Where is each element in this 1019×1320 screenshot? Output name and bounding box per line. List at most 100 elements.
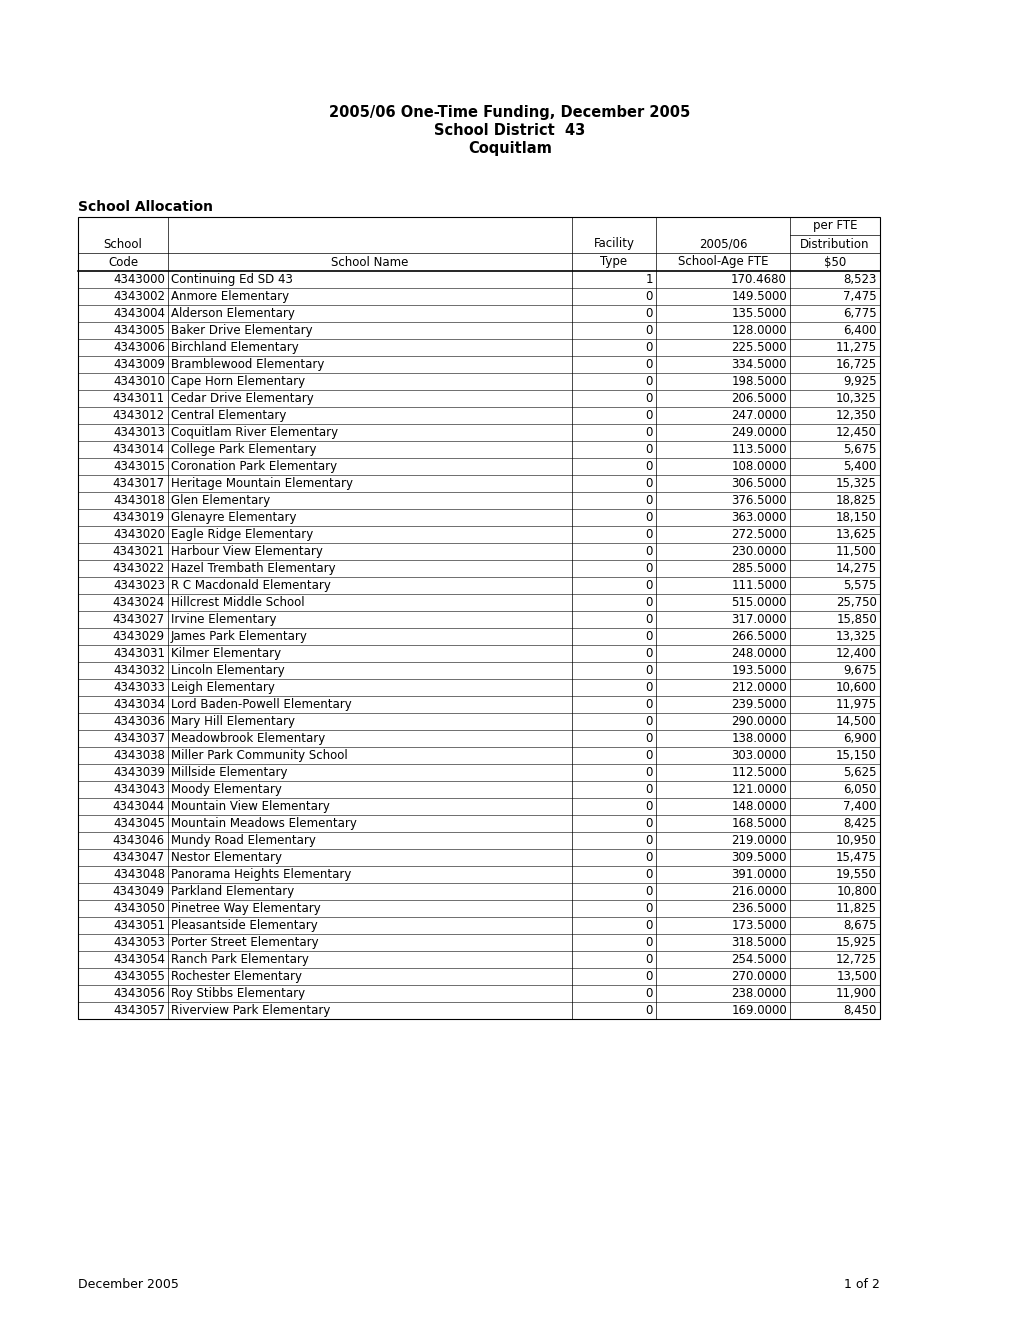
Text: 0: 0 [645, 375, 652, 388]
Text: 206.5000: 206.5000 [731, 392, 787, 405]
Text: 225.5000: 225.5000 [731, 341, 787, 354]
Text: 193.5000: 193.5000 [731, 664, 787, 677]
Text: 4343039: 4343039 [113, 766, 165, 779]
Text: 5,400: 5,400 [843, 459, 876, 473]
Text: 135.5000: 135.5000 [731, 308, 787, 319]
Text: 0: 0 [645, 902, 652, 915]
Text: 0: 0 [645, 545, 652, 558]
Text: 376.5000: 376.5000 [731, 494, 787, 507]
Text: 9,675: 9,675 [843, 664, 876, 677]
Text: 0: 0 [645, 834, 652, 847]
Text: 4343019: 4343019 [113, 511, 165, 524]
Text: 0: 0 [645, 477, 652, 490]
Text: 169.0000: 169.0000 [731, 1005, 787, 1016]
Text: Cedar Drive Elementary: Cedar Drive Elementary [171, 392, 314, 405]
Text: 239.5000: 239.5000 [731, 698, 787, 711]
Text: 4343036: 4343036 [113, 715, 165, 729]
Text: 0: 0 [645, 851, 652, 865]
Text: 13,500: 13,500 [836, 970, 876, 983]
Text: Irvine Elementary: Irvine Elementary [171, 612, 276, 626]
Text: 8,425: 8,425 [843, 817, 876, 830]
Text: R C Macdonald Elementary: R C Macdonald Elementary [171, 579, 330, 591]
Text: 9,925: 9,925 [843, 375, 876, 388]
Text: 8,450: 8,450 [843, 1005, 876, 1016]
Text: 4343057: 4343057 [113, 1005, 165, 1016]
Text: 4343000: 4343000 [113, 273, 165, 286]
Text: Mountain Meadows Elementary: Mountain Meadows Elementary [171, 817, 357, 830]
Text: Anmore Elementary: Anmore Elementary [171, 290, 288, 304]
Text: 7,475: 7,475 [843, 290, 876, 304]
Text: School District  43: School District 43 [434, 123, 585, 139]
Text: 0: 0 [645, 1005, 652, 1016]
Text: 0: 0 [645, 733, 652, 744]
Text: 4343023: 4343023 [113, 579, 165, 591]
Text: 11,825: 11,825 [836, 902, 876, 915]
Text: 13,625: 13,625 [836, 528, 876, 541]
Text: 11,275: 11,275 [835, 341, 876, 354]
Text: 149.5000: 149.5000 [731, 290, 787, 304]
Text: 0: 0 [645, 612, 652, 626]
Text: 0: 0 [645, 308, 652, 319]
Text: 4343024: 4343024 [113, 597, 165, 609]
Text: 7,400: 7,400 [843, 800, 876, 813]
Text: 4343048: 4343048 [113, 869, 165, 880]
Text: 4343045: 4343045 [113, 817, 165, 830]
Text: Rochester Elementary: Rochester Elementary [171, 970, 302, 983]
Text: Baker Drive Elementary: Baker Drive Elementary [171, 323, 312, 337]
Text: Riverview Park Elementary: Riverview Park Elementary [171, 1005, 330, 1016]
Text: 318.5000: 318.5000 [731, 936, 787, 949]
Text: 238.0000: 238.0000 [731, 987, 787, 1001]
Text: Facility: Facility [593, 238, 634, 251]
Text: 0: 0 [645, 783, 652, 796]
Text: Ranch Park Elementary: Ranch Park Elementary [171, 953, 309, 966]
Text: Millside Elementary: Millside Elementary [171, 766, 287, 779]
Text: 2005/06 One-Time Funding, December 2005: 2005/06 One-Time Funding, December 2005 [329, 106, 690, 120]
Text: 4343006: 4343006 [113, 341, 165, 354]
Text: 8,675: 8,675 [843, 919, 876, 932]
Text: 0: 0 [645, 511, 652, 524]
Text: 4343033: 4343033 [113, 681, 165, 694]
Text: 4343054: 4343054 [113, 953, 165, 966]
Text: 0: 0 [645, 579, 652, 591]
Text: 254.5000: 254.5000 [731, 953, 787, 966]
Text: 4343027: 4343027 [113, 612, 165, 626]
Text: 303.0000: 303.0000 [731, 748, 787, 762]
Text: Coquitlam: Coquitlam [468, 141, 551, 156]
Text: 4343046: 4343046 [113, 834, 165, 847]
Text: 10,950: 10,950 [836, 834, 876, 847]
Text: Heritage Mountain Elementary: Heritage Mountain Elementary [171, 477, 353, 490]
Text: 5,575: 5,575 [843, 579, 876, 591]
Text: School: School [104, 238, 143, 251]
Text: 15,150: 15,150 [836, 748, 876, 762]
Text: 8,523: 8,523 [843, 273, 876, 286]
Text: Leigh Elementary: Leigh Elementary [171, 681, 274, 694]
Text: 0: 0 [645, 392, 652, 405]
Text: 236.5000: 236.5000 [731, 902, 787, 915]
Text: 219.0000: 219.0000 [731, 834, 787, 847]
Text: 0: 0 [645, 630, 652, 643]
Text: 0: 0 [645, 681, 652, 694]
Text: Parkland Elementary: Parkland Elementary [171, 884, 293, 898]
Text: 4343032: 4343032 [113, 664, 165, 677]
Text: 10,800: 10,800 [836, 884, 876, 898]
Text: 266.5000: 266.5000 [731, 630, 787, 643]
Text: 0: 0 [645, 800, 652, 813]
Text: 391.0000: 391.0000 [731, 869, 787, 880]
Text: 6,900: 6,900 [843, 733, 876, 744]
Text: 249.0000: 249.0000 [731, 426, 787, 440]
Text: 272.5000: 272.5000 [731, 528, 787, 541]
Text: 6,050: 6,050 [843, 783, 876, 796]
Text: Code: Code [108, 256, 138, 268]
Text: 15,850: 15,850 [836, 612, 876, 626]
Text: 12,725: 12,725 [835, 953, 876, 966]
Text: 290.0000: 290.0000 [731, 715, 787, 729]
Text: 112.5000: 112.5000 [731, 766, 787, 779]
Text: School-Age FTE: School-Age FTE [677, 256, 767, 268]
Text: 0: 0 [645, 323, 652, 337]
Text: Coquitlam River Elementary: Coquitlam River Elementary [171, 426, 337, 440]
Text: 4343037: 4343037 [113, 733, 165, 744]
Text: 248.0000: 248.0000 [731, 647, 787, 660]
Text: Type: Type [600, 256, 627, 268]
Text: School Allocation: School Allocation [77, 201, 213, 214]
Text: 1: 1 [645, 273, 652, 286]
